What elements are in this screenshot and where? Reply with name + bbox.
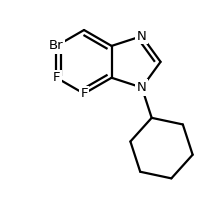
Text: N: N [137, 81, 147, 94]
Text: Br: Br [49, 39, 64, 52]
Text: F: F [53, 71, 60, 84]
Text: N: N [137, 30, 147, 43]
Text: F: F [80, 87, 88, 100]
